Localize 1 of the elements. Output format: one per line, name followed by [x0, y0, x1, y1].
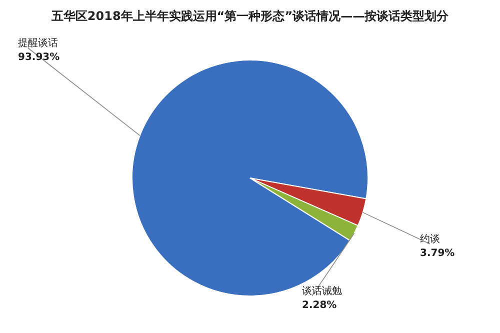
chart-title: 五华区2018年上半年实践运用“第一种形态”谈话情况——按谈话类型划分 — [50, 9, 450, 23]
